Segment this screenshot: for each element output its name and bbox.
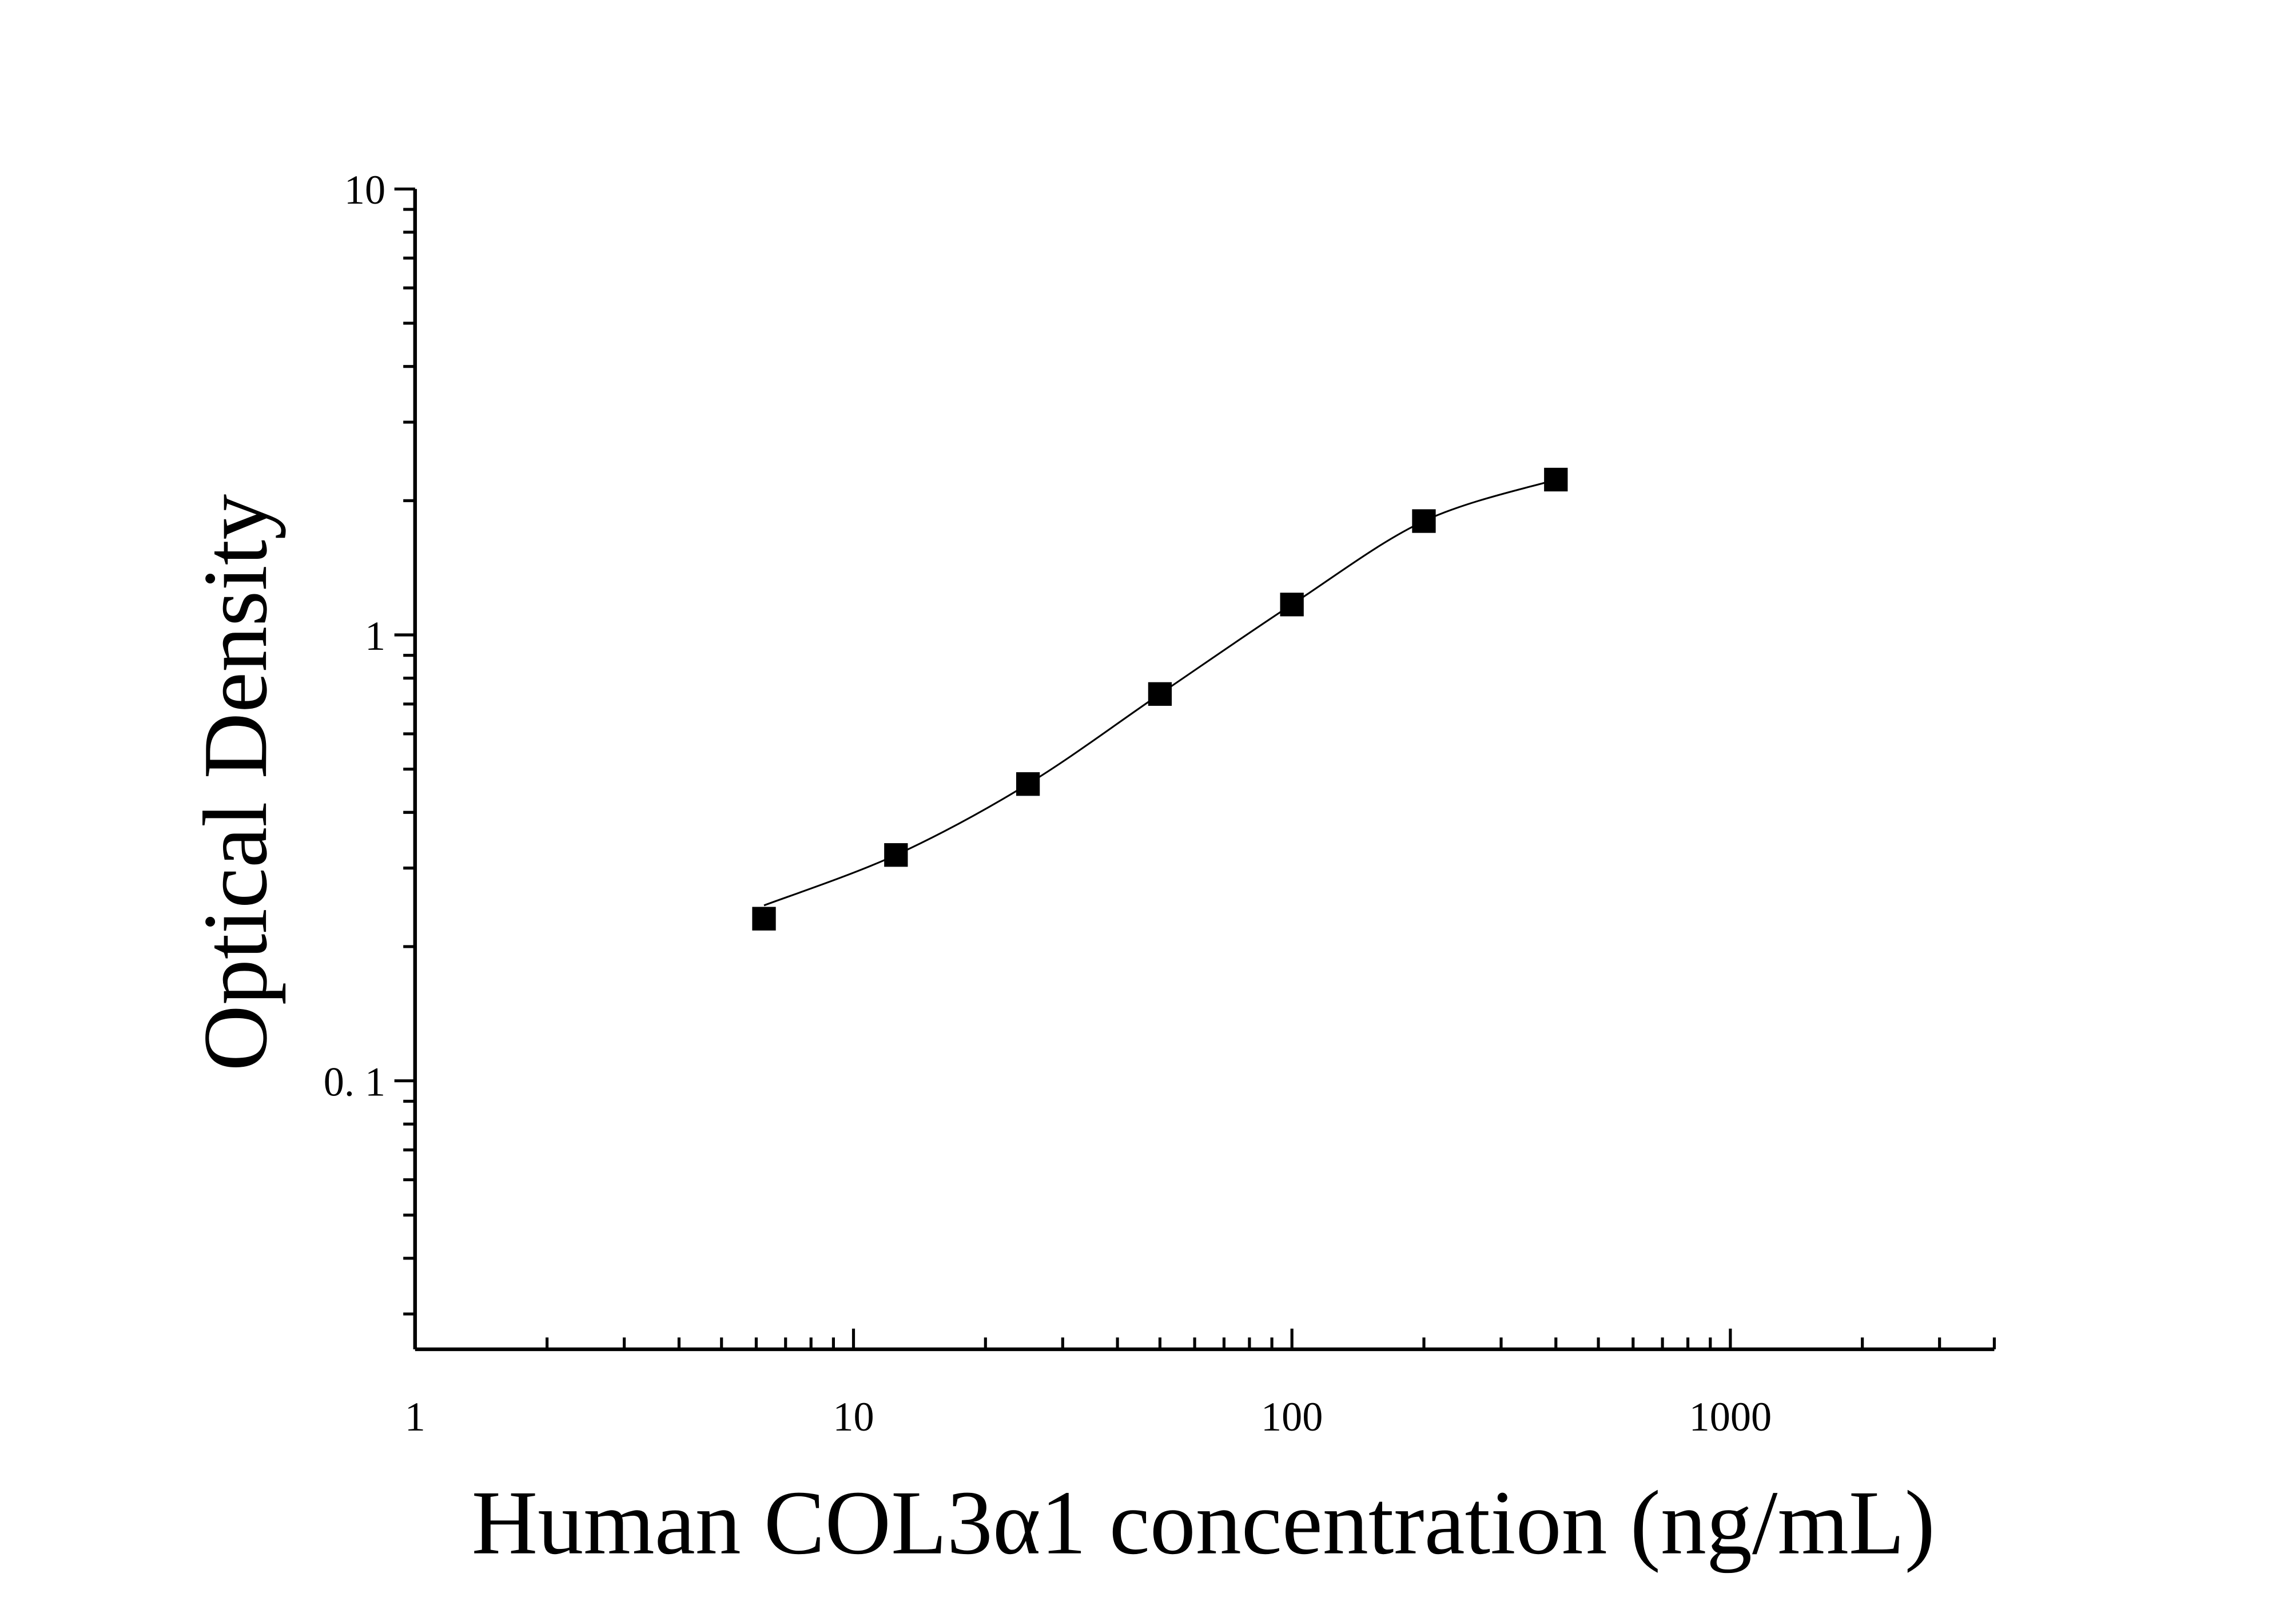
- data-point: [752, 907, 776, 931]
- data-point: [884, 843, 908, 867]
- x-tick-label: 100: [1261, 1394, 1323, 1440]
- data-points: [752, 467, 1568, 931]
- x-tick-label: 1: [405, 1394, 425, 1440]
- data-point: [1280, 593, 1304, 617]
- axes: [394, 187, 1996, 1352]
- y-tick-label: 10: [344, 167, 385, 213]
- x-tick-label: 1000: [1689, 1394, 1772, 1440]
- x-tick-label: 10: [833, 1394, 874, 1440]
- y-tick-label: 0. 1: [324, 1059, 385, 1105]
- data-point: [1148, 682, 1172, 706]
- data-point: [1544, 467, 1568, 492]
- tick-labels: 1 10 100 1000 0. 1 1 10: [324, 167, 1772, 1440]
- y-tick-label: 1: [365, 613, 385, 659]
- x-axis-label: Human COL3α1 concentration (ng/mL): [472, 1472, 1935, 1574]
- data-point: [1412, 509, 1436, 533]
- y-axis-label: Optical Density: [184, 494, 286, 1071]
- data-point: [1016, 772, 1040, 796]
